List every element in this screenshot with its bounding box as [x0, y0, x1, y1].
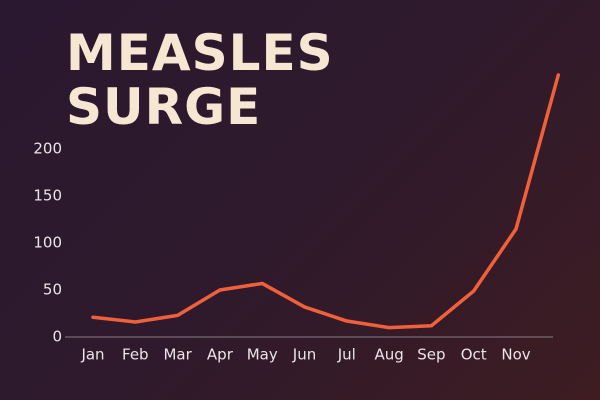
chart-title: MEASLES SURGE: [66, 24, 334, 136]
x-tick-label: Oct: [461, 346, 487, 364]
x-tick-label: Aug: [374, 346, 403, 364]
x-tick-label: Feb: [122, 346, 149, 364]
y-tick-label: 150: [33, 187, 62, 205]
x-tick-label: Jan: [80, 346, 104, 364]
x-tick-label: Apr: [207, 346, 234, 364]
x-tick-label: Mar: [163, 346, 192, 364]
y-tick-label: 100: [33, 234, 62, 252]
y-tick-label: 50: [43, 281, 62, 299]
x-tick-label: Jun: [292, 346, 316, 364]
x-tick-label: Sep: [417, 346, 445, 364]
x-tick-label: Nov: [501, 346, 530, 364]
x-tick-label: Jul: [337, 346, 356, 364]
y-tick-label: 0: [52, 328, 62, 346]
y-tick-label: 200: [33, 140, 62, 158]
data-line: [91, 73, 561, 330]
x-tick-label: May: [247, 346, 278, 364]
